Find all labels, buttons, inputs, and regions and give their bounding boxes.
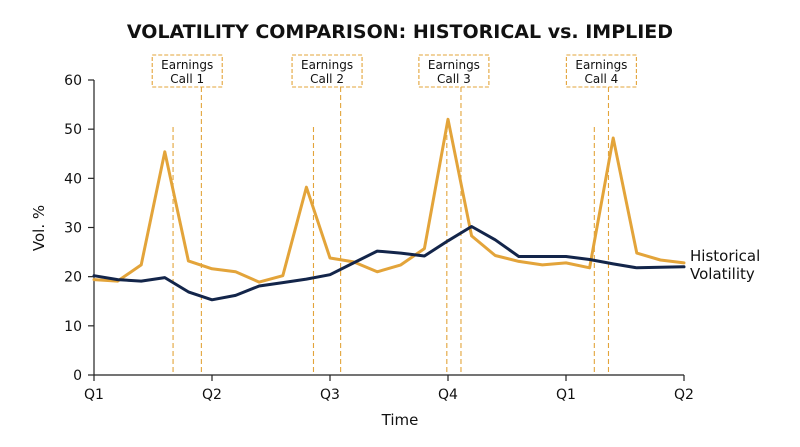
- earnings-call-label: Call 2: [310, 72, 344, 86]
- earnings-call-label: Call 3: [437, 72, 471, 86]
- x-tick-label: Q1: [556, 387, 576, 403]
- y-tick-label: 40: [64, 171, 82, 187]
- y-tick-label: 50: [64, 122, 82, 138]
- x-tick-label: Q4: [438, 387, 458, 403]
- y-tick-label: 20: [64, 270, 82, 286]
- x-tick-label: Q2: [202, 387, 222, 403]
- earnings-call-label: Call 4: [584, 72, 618, 86]
- y-ticks: 0 10 20 30 40 50 60: [64, 73, 94, 384]
- series-lines: [92, 117, 686, 302]
- earnings-call-label: Earnings: [428, 58, 480, 72]
- earnings-call-box: [565, 54, 637, 88]
- x-ticks: Q1 Q2 Q3 Q4 Q1 Q2: [84, 375, 694, 403]
- earnings-call-label: Earnings: [575, 58, 627, 72]
- y-tick-label: 60: [64, 73, 82, 89]
- implied-volatility-line: [92, 117, 686, 284]
- earnings-call-label: Earnings: [161, 58, 213, 72]
- earnings-call-box: [291, 54, 363, 88]
- x-tick-label: Q2: [674, 387, 694, 403]
- series-end-label-line-2: Volatility: [690, 265, 755, 283]
- y-tick-label: 30: [64, 221, 82, 237]
- y-tick-label: 0: [73, 368, 82, 384]
- series-end-label-line-1: Historical: [690, 247, 760, 265]
- earnings-call-box: [418, 54, 490, 88]
- x-tick-label: Q3: [320, 387, 340, 403]
- y-tick-label: 10: [64, 319, 82, 335]
- chart-title: VOLATILITY COMPARISON: HISTORICAL vs. IM…: [127, 21, 673, 43]
- x-axis-label: Time: [381, 411, 419, 429]
- x-tick-label: Q1: [84, 387, 104, 403]
- historical-volatility-line: [92, 225, 686, 302]
- earnings-call-label: Call 1: [170, 72, 204, 86]
- series-end-label: Historical Volatility: [690, 247, 760, 283]
- y-axis-label: Vol. %: [30, 205, 48, 251]
- earnings-call-box: [151, 54, 223, 88]
- earnings-call-label: Earnings: [301, 58, 353, 72]
